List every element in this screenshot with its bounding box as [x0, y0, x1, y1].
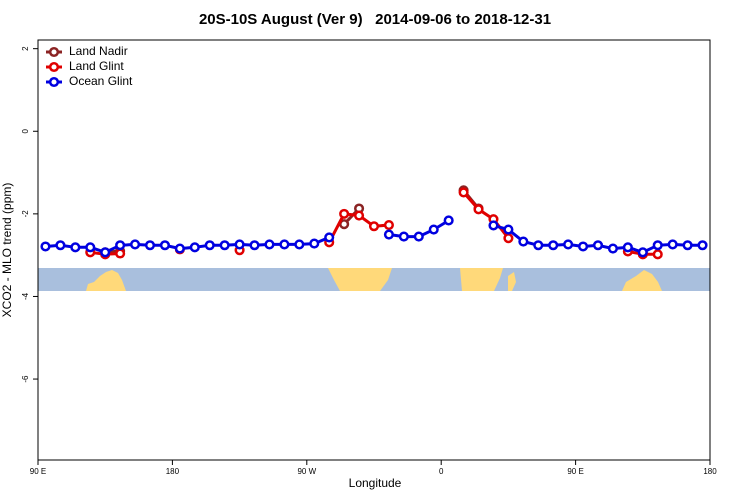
plot-frame [37, 39, 711, 461]
y-tick-label: 0 [21, 128, 30, 133]
data-point [40, 241, 51, 252]
y-tick-label: -4 [21, 292, 30, 300]
data-point [354, 210, 365, 221]
data-point [115, 240, 126, 251]
data-point [219, 240, 230, 251]
data-point [592, 240, 604, 251]
data-point [368, 221, 380, 232]
data-point [578, 241, 589, 252]
data-point [100, 247, 111, 258]
series [40, 215, 708, 258]
y-tick-label: 2 [21, 46, 30, 51]
data-point [548, 240, 559, 251]
data-point [533, 240, 544, 251]
data-point [309, 238, 320, 249]
data-point [682, 240, 693, 251]
land-patch [508, 272, 516, 291]
data-point [622, 242, 633, 253]
data-point [294, 239, 305, 250]
x-tick-label: 90 E [567, 467, 583, 476]
y-axis-label: XCO2 - MLO trend (ppm) [0, 183, 14, 318]
data-point [428, 224, 439, 235]
data-point [130, 239, 141, 250]
legend-label: Land Glint [69, 59, 124, 73]
x-tick-label: 90 W [297, 467, 316, 476]
data-point [443, 215, 454, 226]
data-point [518, 236, 529, 247]
data-point [503, 224, 514, 235]
land-patch [460, 268, 503, 291]
data-point [637, 247, 648, 258]
data-point [383, 219, 394, 231]
data-point [563, 239, 574, 250]
data-point [115, 248, 126, 259]
data-point [174, 243, 185, 254]
data-point [458, 187, 469, 198]
data-point [607, 243, 618, 254]
x-axis-label: Longitude [349, 476, 402, 490]
series-line [462, 191, 510, 240]
y-tick-label: -2 [21, 210, 30, 218]
data-point [189, 242, 200, 253]
data-point [144, 240, 156, 251]
data-point [383, 229, 394, 240]
legend-marker [48, 61, 60, 73]
data-point [667, 239, 678, 250]
map-strip [38, 268, 710, 291]
x-tick-label: 0 [439, 467, 444, 476]
land-patch [328, 268, 392, 291]
data-point [55, 240, 66, 251]
land-patch [622, 270, 662, 291]
data-point [473, 204, 484, 215]
data-point [204, 240, 215, 251]
data-point [652, 240, 663, 251]
data-point [398, 231, 409, 242]
x-tick-label: 180 [703, 467, 717, 476]
data-point [85, 242, 96, 253]
land-patch [86, 270, 126, 291]
data-point [413, 231, 424, 242]
chart-title: 20S-10S August (Ver 9) 2014-09-06 to 201… [199, 11, 551, 28]
data-point [503, 233, 514, 244]
data-point [697, 240, 708, 251]
legend-label: Ocean Glint [69, 74, 133, 88]
data-point [652, 249, 663, 260]
data-point [249, 240, 260, 251]
x-tick-label: 90 E [30, 467, 46, 476]
x-tick-label: 180 [166, 467, 180, 476]
data-point [279, 239, 290, 250]
data-point [159, 240, 170, 251]
data-point [324, 232, 335, 243]
legend-marker [48, 46, 60, 58]
data-point [234, 239, 245, 250]
data-point [264, 239, 275, 250]
data-point [488, 220, 499, 231]
legend-label: Land Nadir [69, 44, 128, 58]
data-point [70, 242, 81, 253]
data-point [339, 208, 350, 219]
y-tick-label: -6 [21, 375, 30, 383]
legend-marker [48, 76, 60, 88]
